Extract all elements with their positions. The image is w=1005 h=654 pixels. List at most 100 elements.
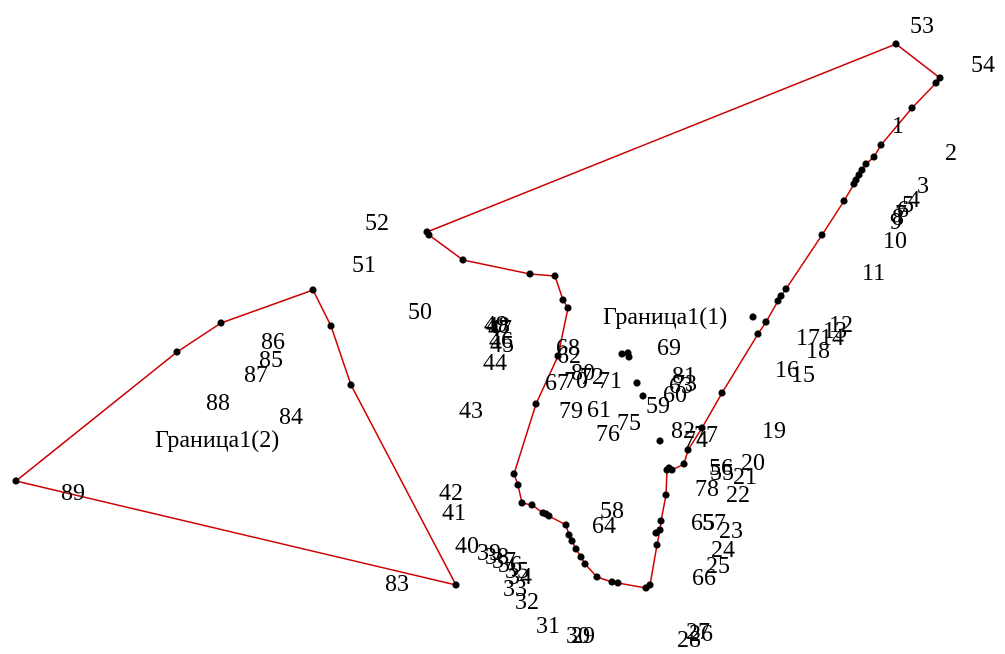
boundary-1-vertex: [662, 491, 670, 499]
boundary-1-vertex: [559, 296, 567, 304]
point-label-59: 59: [646, 393, 670, 419]
point-label-49: 49: [484, 312, 508, 338]
point-label-75: 75: [617, 410, 641, 436]
point-label-19: 19: [762, 418, 786, 444]
point-label-56: 56: [709, 455, 733, 481]
point-label-9: 9: [890, 209, 902, 235]
point-label-52: 52: [365, 210, 389, 236]
boundary-1-vertex: [932, 79, 940, 87]
boundary-2-vertex: [309, 286, 317, 294]
boundary-title-2: Граница1(2): [155, 427, 279, 453]
point-label-41: 41: [442, 500, 466, 526]
point-label-81: 81: [672, 363, 696, 389]
point-label-62: 62: [557, 343, 581, 369]
point-label-50: 50: [408, 299, 432, 325]
boundary-1-vertex: [514, 481, 522, 489]
interior-vertex: [625, 353, 633, 361]
point-label-27: 27: [686, 619, 710, 645]
boundary-1-edge: [554, 275, 564, 301]
boundary-1-edge: [535, 355, 559, 405]
point-label-63: 63: [669, 373, 693, 399]
boundary-1-edge: [617, 582, 647, 589]
point-label-77: 77: [694, 422, 718, 448]
point-label-67: 67: [545, 370, 569, 396]
boundary-1-vertex: [680, 460, 688, 468]
point-label-87: 87: [244, 362, 268, 388]
boundary-2-vertex: [12, 477, 20, 485]
boundary-1-edge: [513, 403, 537, 475]
boundary-points: [12, 40, 944, 592]
boundary-1-vertex: [510, 470, 518, 478]
boundary-1-vertex: [565, 531, 573, 539]
interior-vertex: [656, 437, 664, 445]
point-label-14: 14: [820, 325, 844, 351]
point-label-80: 80: [571, 360, 595, 386]
boundary-1-edge: [660, 494, 667, 522]
boundary-1-vertex: [564, 304, 572, 312]
boundary-1-vertex: [562, 521, 570, 529]
boundary-1-edge: [785, 234, 823, 290]
point-label-44: 44: [483, 350, 507, 376]
point-label-66: 66: [692, 565, 716, 591]
point-label-68: 68: [556, 335, 580, 361]
point-label-71: 71: [598, 368, 622, 394]
boundary-1-vertex: [532, 400, 540, 408]
interior-vertex: [633, 379, 641, 387]
boundary-1-vertex: [774, 297, 782, 305]
point-label-21: 21: [733, 464, 757, 490]
point-label-74: 74: [684, 427, 708, 453]
point-label-6: 6: [897, 197, 909, 223]
point-label-1: 1: [892, 113, 904, 139]
boundary-1-vertex: [870, 153, 878, 161]
point-label-57: 57: [702, 510, 726, 536]
boundary-2-edge: [15, 351, 178, 482]
boundary-1-vertex: [554, 352, 562, 360]
point-label-29: 29: [571, 623, 595, 649]
point-label-43: 43: [459, 398, 483, 424]
boundary-1-vertex: [459, 256, 467, 264]
boundary-2-edge: [330, 325, 352, 386]
boundary-1-edge: [895, 43, 941, 79]
point-label-48: 48: [486, 313, 510, 339]
point-label-38: 38: [485, 544, 509, 570]
point-label-32: 32: [515, 589, 539, 615]
point-label-3: 3: [917, 173, 929, 199]
boundary-1-vertex: [877, 141, 885, 149]
point-label-7: 7: [895, 201, 907, 227]
point-label-85: 85: [259, 347, 283, 373]
interior-vertex: [652, 529, 660, 537]
point-label-16: 16: [775, 357, 799, 383]
boundary-1-vertex: [684, 446, 692, 454]
point-label-39: 39: [477, 540, 501, 566]
point-label-47: 47: [488, 316, 512, 342]
point-label-24: 24: [711, 537, 735, 563]
boundary-2-vertex: [327, 322, 335, 330]
point-label-78: 78: [695, 476, 719, 502]
boundary-1-vertex: [754, 330, 762, 338]
boundary-1-edge: [462, 259, 531, 275]
point-label-82: 82: [671, 418, 695, 444]
point-label-86: 86: [261, 329, 285, 355]
boundary-1-edge: [426, 43, 897, 233]
point-label-69: 69: [657, 335, 681, 361]
boundary-1-vertex: [698, 424, 706, 432]
boundary-1-vertex: [593, 573, 601, 581]
boundary-1-vertex: [718, 389, 726, 397]
boundary-2-vertex: [217, 319, 225, 327]
boundary-1-vertex: [840, 197, 848, 205]
point-label-28: 28: [677, 627, 701, 653]
point-label-42: 42: [439, 480, 463, 506]
boundary-1-edge: [557, 307, 569, 357]
boundary-1-vertex: [423, 228, 431, 236]
boundary-1-vertex: [782, 285, 790, 293]
point-label-60: 60: [663, 382, 687, 408]
boundary-1-edge: [821, 200, 845, 236]
boundary-1-vertex: [614, 579, 622, 587]
point-label-36: 36: [498, 552, 522, 578]
interior-vertex: [618, 350, 626, 358]
point-label-58: 58: [600, 498, 624, 524]
boundary-1-vertex: [818, 231, 826, 239]
boundary-2-edge: [350, 384, 457, 586]
point-label-17: 17: [796, 325, 820, 351]
